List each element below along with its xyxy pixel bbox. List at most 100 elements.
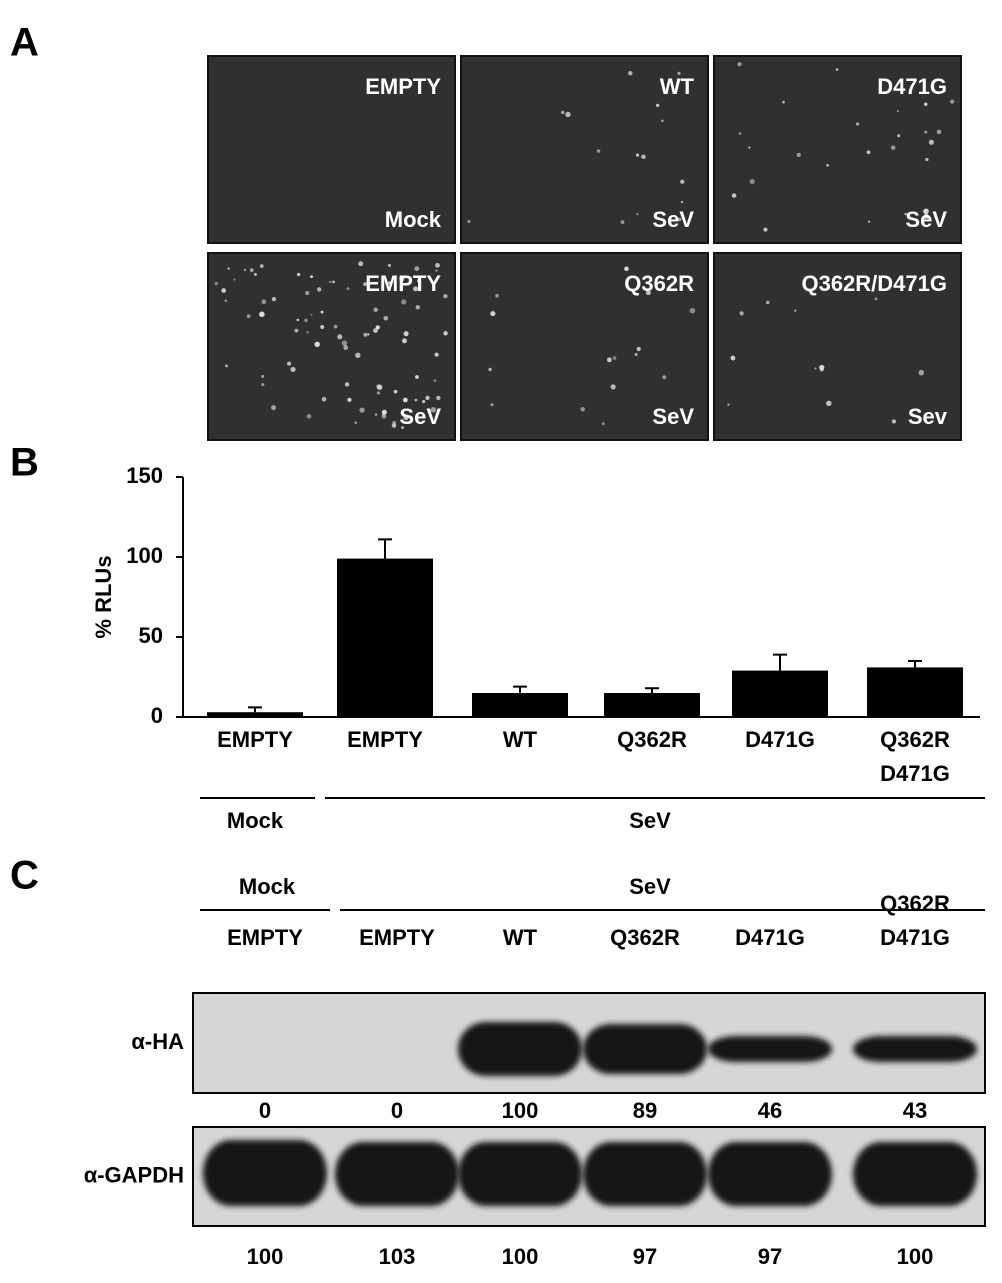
cell-speck [923, 208, 929, 215]
cell-speck [794, 309, 797, 312]
cell-speck [296, 318, 300, 322]
cell-speck [655, 103, 660, 108]
panel-label: A [10, 21, 39, 65]
cell-speck [363, 282, 367, 287]
group-label: SeV [629, 808, 671, 833]
blot-band [708, 1142, 832, 1206]
cell-speck [403, 414, 409, 421]
blot-band [458, 1142, 582, 1206]
cell-speck [925, 157, 929, 162]
cell-speck [246, 314, 251, 319]
error-bar [645, 687, 659, 693]
cell-speck [434, 352, 439, 357]
cell-speck [443, 293, 448, 299]
cell-speck [363, 332, 368, 337]
cell-speck [415, 375, 419, 379]
cell-speck [332, 280, 335, 284]
micrograph [460, 55, 709, 244]
cell-speck [376, 391, 381, 395]
cell-speck [661, 119, 664, 123]
y-tick-label: 0 [151, 703, 163, 728]
micrograph-label: SeV [652, 207, 694, 232]
cell-speck [601, 422, 605, 426]
quantification: 43 [903, 1098, 927, 1123]
cell-speck [422, 399, 426, 404]
micrograph-label: Q362R/D471G [801, 271, 947, 296]
cell-speck [417, 279, 421, 283]
cell-speck [495, 293, 499, 298]
lane-label: D471G [735, 925, 805, 950]
cell-speck [763, 227, 768, 232]
cell-speck [624, 266, 629, 272]
lane-label: EMPTY [359, 925, 435, 950]
cell-speck [253, 272, 257, 276]
cell-speck [381, 413, 387, 419]
lane-label: WT [502, 925, 538, 950]
quantification: 0 [259, 1098, 271, 1123]
cell-speck [243, 268, 246, 271]
cell-speck [739, 311, 744, 316]
cell-speck [620, 220, 625, 224]
cell-speck [221, 288, 227, 293]
cell-speck [346, 287, 350, 290]
micrograph [207, 55, 456, 244]
quantification: 100 [247, 1244, 284, 1269]
cell-speck [890, 145, 896, 150]
cell-speck [391, 423, 397, 428]
micrograph [713, 55, 962, 244]
cell-speck [918, 369, 925, 376]
panel-label: B [10, 441, 39, 485]
micrograph-label: WT [660, 74, 695, 99]
micrograph-label: Mock [385, 207, 442, 232]
x-tick-label: EMPTY [347, 727, 423, 752]
cell-speck [316, 287, 322, 292]
cell-speck [425, 395, 430, 400]
quantification: 0 [391, 1098, 403, 1123]
cell-speck [304, 318, 308, 323]
bar [472, 693, 568, 717]
cell-speck [337, 334, 343, 340]
cell-speck [904, 212, 907, 216]
cell-speck [924, 130, 928, 134]
cell-speck [855, 122, 860, 126]
micrograph-label: SeV [652, 404, 694, 429]
cell-speck [400, 289, 403, 292]
bar [604, 693, 700, 717]
cell-speck [358, 261, 364, 267]
cell-speck [580, 407, 585, 412]
cell-speck [297, 272, 301, 277]
cell-speck [897, 134, 901, 138]
blot-band [203, 1140, 327, 1206]
lane-label: Q362R D471G [880, 891, 950, 950]
cell-speck [607, 357, 612, 363]
cell-speck [435, 269, 438, 272]
cell-speck [367, 333, 370, 336]
cell-speck [819, 364, 825, 371]
x-tick-label: EMPTY [217, 727, 293, 752]
cell-speck [225, 364, 228, 368]
quantification: 100 [897, 1244, 934, 1269]
cell-speck [891, 419, 896, 424]
cell-speck [271, 405, 277, 411]
cell-speck [306, 413, 312, 419]
blot-band [335, 1142, 459, 1206]
cell-speck [737, 62, 742, 67]
cell-speck [731, 193, 737, 198]
cell-speck [387, 263, 391, 267]
quantification: 97 [633, 1244, 657, 1269]
cell-speck [259, 264, 264, 268]
cell-speck [765, 300, 770, 305]
cell-speck [333, 324, 338, 329]
micrograph-label: SeV [905, 207, 947, 232]
micrograph [713, 252, 962, 441]
cell-speck [373, 328, 378, 333]
cell-speck [402, 397, 408, 403]
quantification: 97 [758, 1244, 782, 1269]
bar [732, 670, 828, 717]
cell-speck [641, 154, 646, 160]
bar [207, 712, 303, 717]
cell-speck [310, 313, 313, 316]
cell-speck [749, 179, 755, 185]
cell-speck [373, 307, 378, 313]
